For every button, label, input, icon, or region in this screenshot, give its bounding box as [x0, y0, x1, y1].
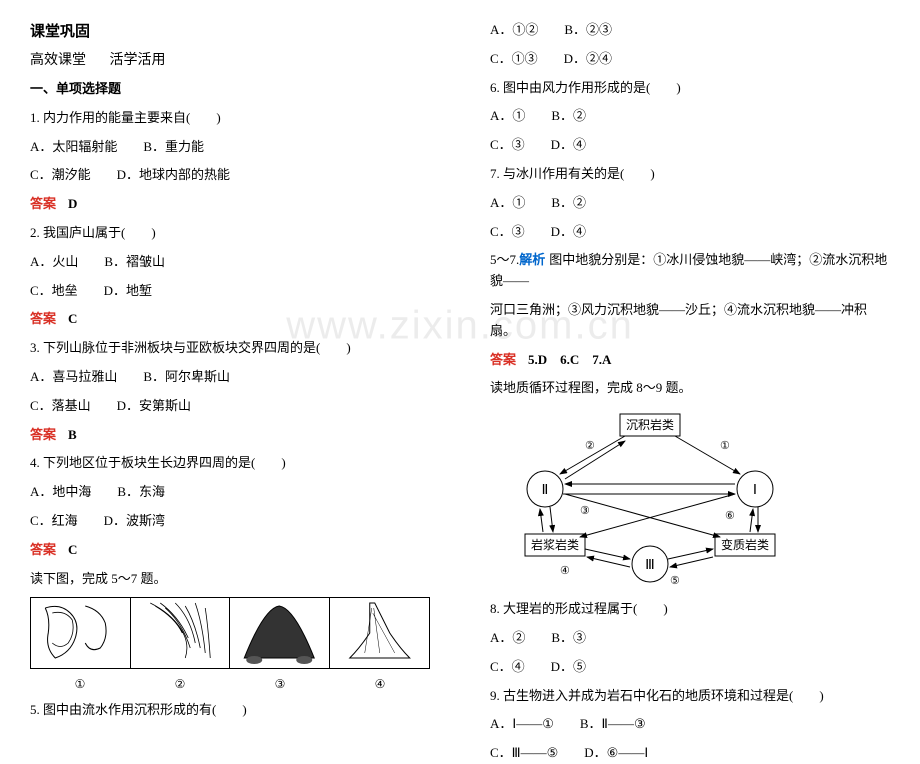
svg-text:①: ① [720, 440, 730, 452]
sol-label: 5～7. [490, 252, 519, 267]
q4: 4. 下列地区位于板块生长边界四周的是( ) [30, 453, 430, 474]
ans-label: 答案 [30, 542, 56, 557]
q2-answer: 答案 C [30, 309, 430, 330]
q5-opts2: C．①③ D．②④ [490, 49, 890, 70]
svg-text:Ⅱ: Ⅱ [542, 483, 549, 498]
q6: 6. 图中由风力作用形成的是( ) [490, 78, 890, 99]
svg-text:③: ③ [580, 505, 590, 517]
img-cell-2 [131, 598, 231, 668]
ans-label: 答案 [30, 311, 56, 326]
img-label-1: ① [30, 677, 130, 692]
q1-opts1: A．太阳辐射能 B．重力能 [30, 137, 430, 158]
q7-opts2: C．③ D．④ [490, 222, 890, 243]
subsection-sub: 活学活用 [110, 53, 166, 68]
q1-answer: 答案 D [30, 194, 430, 215]
ans-label: 答案 [30, 427, 56, 442]
right-column: A．①② B．②③ C．①③ D．②④ 6. 图中由风力作用形成的是( ) A．… [460, 0, 920, 651]
q9: 9. 古生物进入并成为岩石中化石的地质环境和过程是( ) [490, 686, 890, 707]
img-cell-3 [230, 598, 330, 668]
img-label-2: ② [130, 677, 230, 692]
ans-label: 答案 [30, 196, 56, 211]
q8: 8. 大理岩的形成过程属于( ) [490, 599, 890, 620]
svg-text:Ⅰ: Ⅰ [753, 483, 757, 498]
ans-label: 答案 [490, 352, 516, 367]
left-column: 课堂巩固 高效课堂 活学活用 一、单项选择题 1. 内力作用的能量主要来自( )… [0, 0, 460, 651]
q8-opts2: C．④ D．⑤ [490, 657, 890, 678]
q4-answer: 答案 C [30, 540, 430, 561]
q5-opts1: A．①② B．②③ [490, 20, 890, 41]
img-label-4: ④ [330, 677, 430, 692]
solution-5-7: 5～7.解析图中地貌分别是：①冰川侵蚀地貌——峡湾；②流水沉积地貌—— [490, 250, 890, 292]
q3-opts2: C．落基山 D．安第斯山 [30, 396, 430, 417]
svg-text:变质岩类: 变质岩类 [721, 537, 769, 552]
q4-opts2: C．红海 D．波斯湾 [30, 511, 430, 532]
q7-opts1: A．① B．② [490, 193, 890, 214]
q1-ans-val: D [68, 196, 77, 211]
landform-images [30, 597, 430, 669]
image-labels: ① ② ③ ④ [30, 677, 430, 692]
q3-ans-val: B [68, 427, 77, 442]
svg-text:④: ④ [560, 565, 570, 577]
svg-text:Ⅲ: Ⅲ [645, 558, 655, 573]
read-note-2: 读地质循环过程图，完成 8～9 题。 [490, 378, 890, 399]
q6-opts2: C．③ D．④ [490, 135, 890, 156]
q6-opts1: A．① B．② [490, 106, 890, 127]
q8-opts1: A．② B．③ [490, 628, 890, 649]
img-cell-1 [31, 598, 131, 668]
q2-opts2: C．地垒 D．地堑 [30, 281, 430, 302]
svg-text:⑥: ⑥ [725, 510, 735, 522]
q3-opts1: A．喜马拉雅山 B．阿尔卑斯山 [30, 367, 430, 388]
rock-sediment: 沉积岩类 [626, 417, 674, 432]
q9-opts2: C．Ⅲ——⑤ D．⑥——Ⅰ [490, 743, 890, 764]
q1: 1. 内力作用的能量主要来自( ) [30, 108, 430, 129]
ans-set-5-7: 答案 5.D 6.C 7.A [490, 350, 890, 371]
sol-text2: 河口三角洲；③风力沉积地貌——沙丘；④流水沉积地貌——冲积扇。 [490, 300, 890, 342]
ans-set-val: 5.D 6.C 7.A [528, 352, 611, 367]
q2-ans-val: C [68, 311, 77, 326]
subsection: 高效课堂 活学活用 [30, 49, 430, 69]
q4-ans-val: C [68, 542, 77, 557]
geology-cycle-diagram: 沉积岩类 Ⅱ Ⅰ 岩浆岩类 变质岩类 Ⅲ ① ② ③ [510, 409, 790, 589]
q2-opts1: A．火山 B．褶皱山 [30, 252, 430, 273]
q4-opts1: A．地中海 B．东海 [30, 482, 430, 503]
q2: 2. 我国庐山属于( ) [30, 223, 430, 244]
read-note: 读下图，完成 5～7 题。 [30, 569, 430, 590]
sol-text1: 图中地貌分别是：①冰川侵蚀地貌——峡湾；②流水沉积地貌—— [490, 252, 887, 288]
q5: 5. 图中由流水作用沉积形成的有( ) [30, 700, 430, 721]
q1-opts2: C．潮汐能 D．地球内部的热能 [30, 165, 430, 186]
img-label-3: ③ [230, 677, 330, 692]
svg-text:②: ② [585, 440, 595, 452]
subsection-main: 高效课堂 [30, 53, 86, 68]
q9-opts1: A．Ⅰ——① B．Ⅱ——③ [490, 714, 890, 735]
section-title: 课堂巩固 [30, 20, 430, 41]
question-header: 一、单项选择题 [30, 79, 430, 100]
q3: 3. 下列山脉位于非洲板块与亚欧板块交界四周的是( ) [30, 338, 430, 359]
q3-answer: 答案 B [30, 425, 430, 446]
svg-text:⑤: ⑤ [670, 575, 680, 587]
svg-text:岩浆岩类: 岩浆岩类 [531, 537, 579, 552]
analysis-label: 解析 [519, 252, 545, 267]
q7: 7. 与冰川作用有关的是( ) [490, 164, 890, 185]
img-cell-4 [330, 598, 430, 668]
